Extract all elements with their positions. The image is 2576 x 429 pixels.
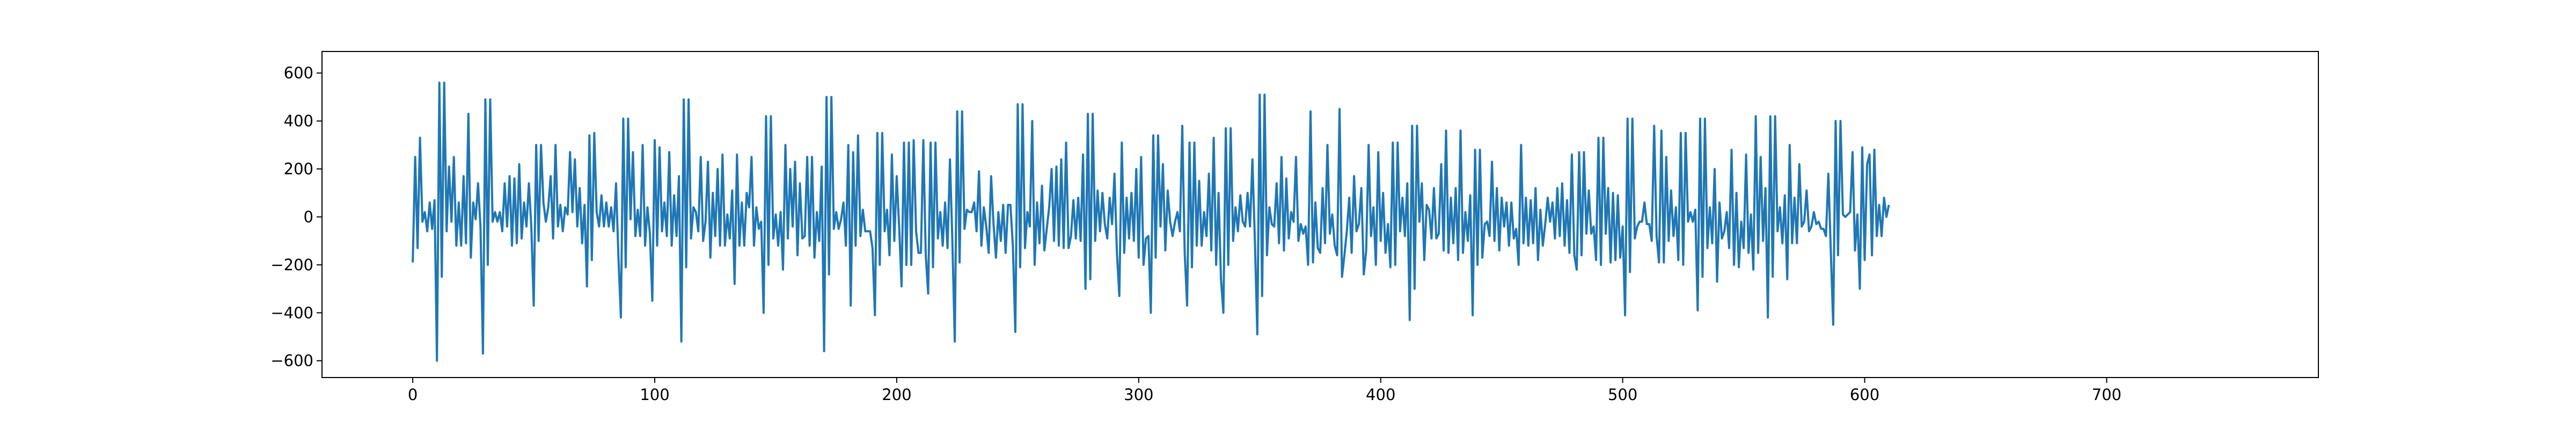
- x-tick-label: 100: [640, 386, 669, 404]
- y-tick-label: 0: [304, 208, 313, 226]
- y-tick-label: 200: [284, 160, 313, 178]
- x-tick-label: 600: [1850, 386, 1879, 404]
- y-tick-label: 400: [284, 112, 313, 130]
- plot-frame: [321, 51, 2319, 378]
- x-tick-label: 500: [1608, 386, 1637, 404]
- x-axis: 0 100 200 300 400 500 600 700: [408, 378, 2121, 404]
- y-tick-label: −200: [270, 256, 313, 274]
- series-line: [412, 82, 1890, 362]
- x-tick-label: 200: [882, 386, 911, 404]
- x-tick-label: 300: [1124, 386, 1153, 404]
- y-tick-label: 600: [284, 64, 313, 82]
- plot-area: [322, 51, 2318, 378]
- y-tick-label: −400: [270, 304, 313, 322]
- x-tick-label: 0: [408, 386, 418, 404]
- x-tick-label: 700: [2092, 386, 2121, 404]
- x-tick-label: 400: [1366, 386, 1395, 404]
- y-axis: −600 −400 −200 0 200 400 600: [270, 64, 322, 370]
- series-layer: [412, 82, 1890, 362]
- y-tick-label: −600: [270, 352, 313, 370]
